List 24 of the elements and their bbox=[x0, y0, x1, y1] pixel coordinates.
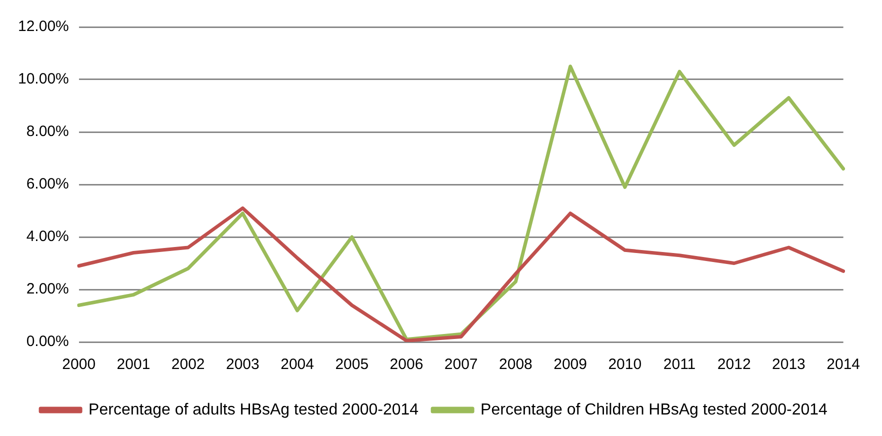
y-tick-label: 12.00% bbox=[18, 18, 69, 36]
y-tick-label: 4.00% bbox=[26, 228, 69, 246]
x-tick-label: 2011 bbox=[663, 356, 696, 374]
x-tick-label: 2004 bbox=[280, 356, 314, 374]
legend-label: Percentage of Children HBsAg tested 2000-2014 bbox=[480, 401, 828, 418]
y-tick-label: 10.00% bbox=[18, 70, 69, 88]
x-tick-label: 2012 bbox=[717, 356, 751, 374]
x-tick-label: 2014 bbox=[826, 356, 860, 374]
y-tick-label: 0.00% bbox=[26, 333, 69, 350]
y-tick-label: 8.00% bbox=[26, 123, 69, 140]
legend-label: Percentage of adults HBsAg tested 2000-2014 bbox=[88, 401, 419, 418]
x-tick-label: 2005 bbox=[335, 356, 369, 374]
x-tick-label: 2007 bbox=[444, 356, 478, 374]
x-tick-label: 2001 bbox=[116, 356, 150, 374]
x-tick-label: 2008 bbox=[499, 356, 532, 374]
x-tick-label: 2010 bbox=[608, 356, 642, 374]
x-tick-label: 2002 bbox=[171, 356, 205, 374]
y-tick-label: 2.00% bbox=[26, 280, 69, 298]
x-tick-label: 2009 bbox=[554, 356, 587, 374]
x-tick-label: 2000 bbox=[62, 356, 96, 374]
x-tick-label: 2013 bbox=[772, 356, 806, 374]
x-tick-label: 2006 bbox=[390, 356, 424, 374]
x-tick-label: 2003 bbox=[226, 356, 260, 374]
y-tick-label: 6.00% bbox=[26, 176, 69, 193]
